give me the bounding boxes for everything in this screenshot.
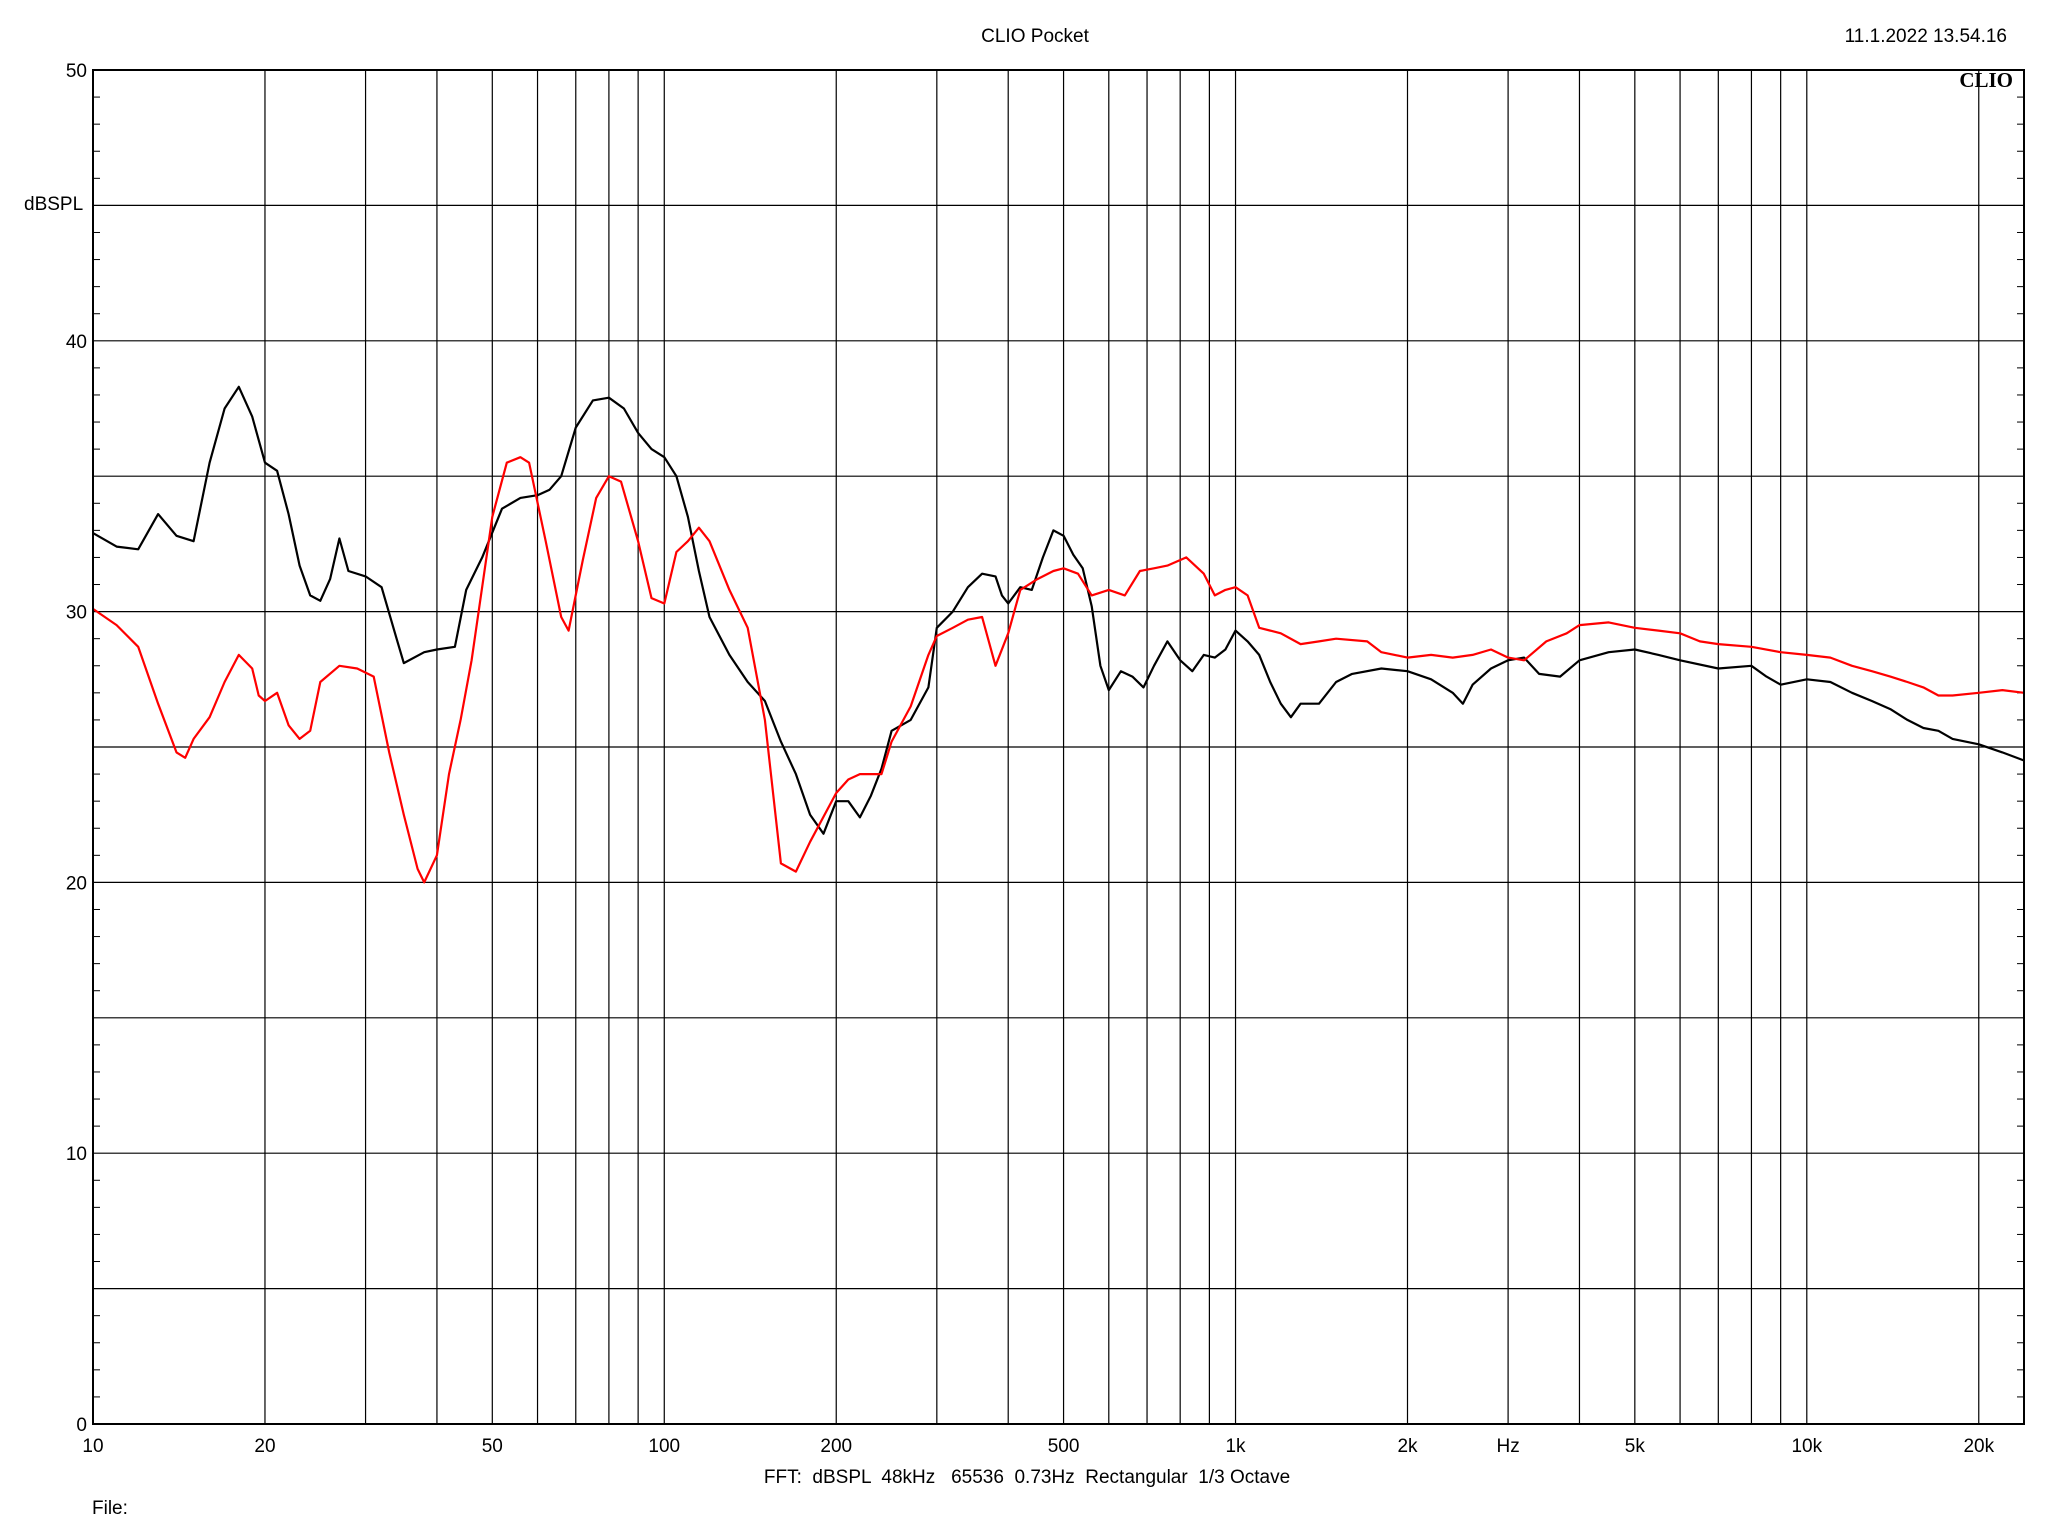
y-tick-label: 10 — [66, 1144, 87, 1165]
x-tick-label: 20 — [254, 1436, 275, 1457]
timestamp: 11.1.2022 13.54.16 — [1844, 26, 2007, 47]
x-tick-label: 20k — [1963, 1436, 1994, 1457]
x-tick-label: 200 — [820, 1436, 852, 1457]
series-line-red — [92, 456, 2025, 884]
y-tick-label: 30 — [66, 603, 87, 624]
file-label: File: — [92, 1498, 128, 1519]
y-tick-label: 0 — [76, 1415, 87, 1436]
chart-title: CLIO Pocket — [981, 26, 1089, 47]
grid — [93, 70, 2024, 1424]
y-tick-labels: 0 10 20 30 40 50 — [66, 61, 87, 1436]
x-tick-label: 100 — [648, 1436, 680, 1457]
series-line-black — [92, 385, 2025, 835]
x-tick-label: 10k — [1791, 1436, 1822, 1457]
x-axis-unit-label: Hz — [1496, 1436, 1519, 1457]
x-tick-label: 5k — [1625, 1436, 1646, 1457]
y-tick-label: 50 — [66, 61, 87, 82]
x-tick-label: 500 — [1048, 1436, 1080, 1457]
fft-settings: FFT: dBSPL 48kHz 65536 0.73Hz Rectangula… — [763, 1467, 1291, 1488]
y-axis-label: dBSPL — [24, 194, 84, 215]
x-tick-label: 1k — [1225, 1436, 1246, 1457]
series-lines — [92, 385, 2025, 884]
x-tick-label: 50 — [482, 1436, 503, 1457]
clio-logo: CLIO — [1959, 68, 2013, 92]
minor-ticks — [93, 96, 2024, 1398]
y-tick-label: 40 — [66, 332, 87, 353]
x-tick-label: 10 — [82, 1436, 103, 1457]
plot-frame — [92, 69, 2025, 1425]
y-tick-label: 20 — [66, 873, 87, 894]
x-tick-labels: 10 20 50 100 200 500 1k 2k 5k 10k 20k — [82, 1436, 1994, 1457]
x-tick-label: 2k — [1397, 1436, 1418, 1457]
